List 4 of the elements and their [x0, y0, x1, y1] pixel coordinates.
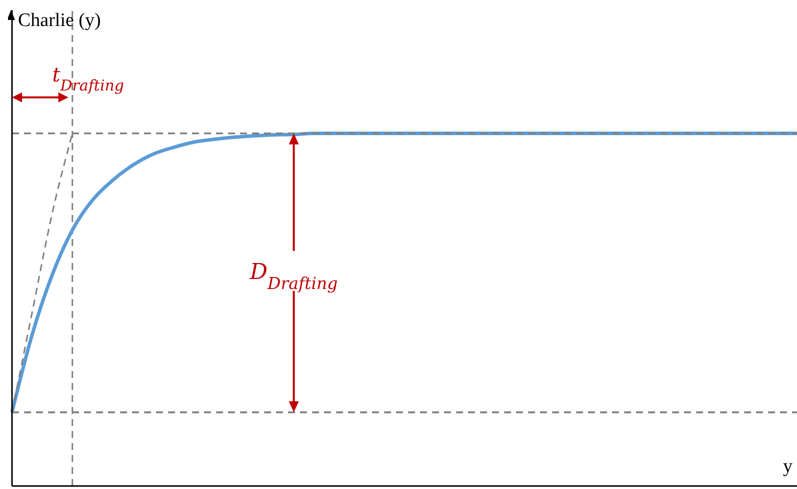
annotation: D$_{Drafting}$ — [248, 260, 338, 292]
text: Charlie (y) — [18, 10, 101, 31]
text: t$_{Drafting}$ — [52, 62, 124, 94]
x-axis-title: y — [783, 456, 793, 477]
